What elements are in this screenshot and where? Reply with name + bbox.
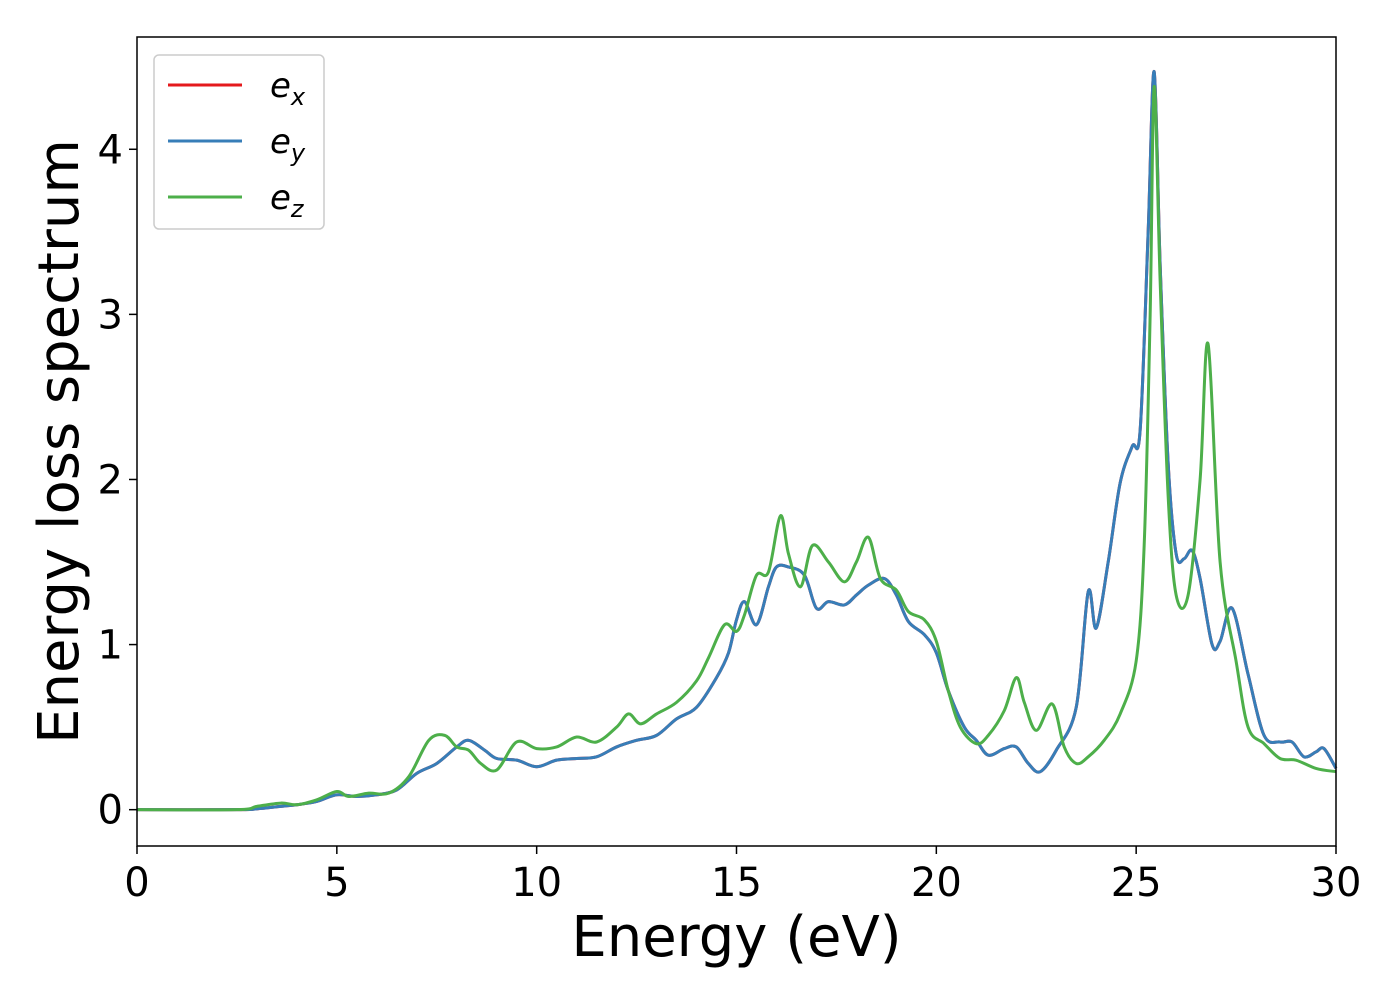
x-tick-label: 20 xyxy=(911,860,962,906)
series-line-e_y xyxy=(136,70,1338,812)
legend: ex ey ez xyxy=(153,54,325,230)
legend-label-e_x: ex xyxy=(270,66,306,111)
x-tick-label: 15 xyxy=(711,860,762,906)
y-tick-label: 4 xyxy=(98,127,123,173)
series-line-e_z xyxy=(136,85,1337,812)
x-tick-label: 10 xyxy=(511,860,562,906)
x-tick-label: 5 xyxy=(324,860,349,906)
x-axis-ticks: 0 5 10 15 20 25 30 xyxy=(124,846,1361,906)
x-axis-title: Energy (eV) xyxy=(571,905,901,970)
y-tick-label: 2 xyxy=(98,457,123,503)
x-tick-label: 25 xyxy=(1111,860,1162,906)
x-tick-label: 0 xyxy=(124,860,149,906)
y-tick-label: 3 xyxy=(98,292,123,338)
legend-label-e_z: ez xyxy=(270,178,305,223)
x-tick-label: 30 xyxy=(1311,860,1362,906)
y-axis-ticks: 0 1 2 3 4 xyxy=(98,127,137,834)
legend-label-e_y: ey xyxy=(270,122,306,167)
y-tick-label: 1 xyxy=(98,623,123,669)
series-layer xyxy=(136,70,1338,812)
y-axis-title: Energy loss spectrum xyxy=(27,139,92,744)
y-tick-label: 0 xyxy=(98,788,123,834)
